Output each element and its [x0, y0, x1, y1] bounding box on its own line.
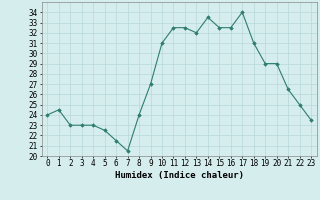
X-axis label: Humidex (Indice chaleur): Humidex (Indice chaleur) [115, 171, 244, 180]
